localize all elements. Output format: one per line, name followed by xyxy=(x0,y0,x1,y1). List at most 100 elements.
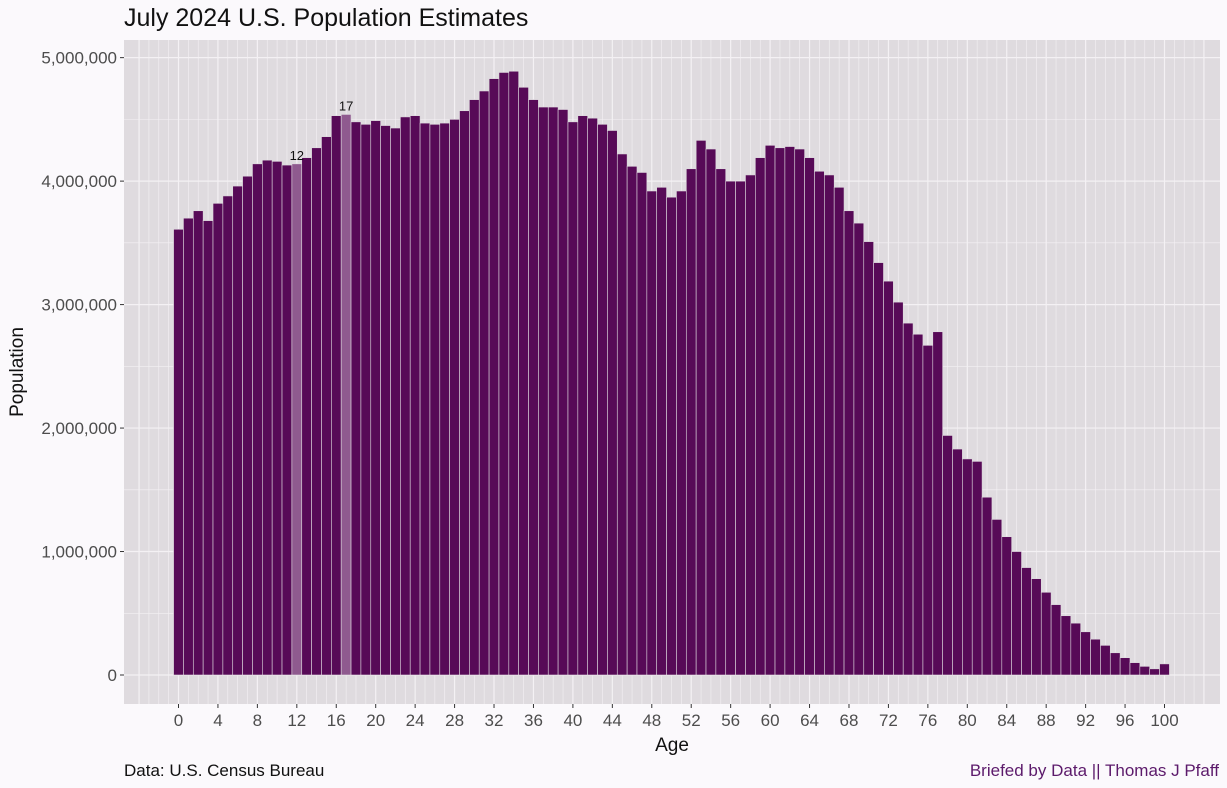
bar-age-93 xyxy=(1090,638,1101,676)
bar-age-19 xyxy=(360,124,372,676)
bar-age-10 xyxy=(271,161,283,676)
bar-age-85 xyxy=(1011,551,1022,676)
bar-age-1 xyxy=(183,217,194,676)
bar-age-16 xyxy=(331,115,342,676)
x-tick-label: 16 xyxy=(327,711,346,730)
bar-age-25 xyxy=(419,122,431,676)
bar-age-30 xyxy=(469,99,480,676)
x-tick-label: 40 xyxy=(563,711,582,730)
y-tick-label: 1,000,000 xyxy=(41,543,117,562)
bar-age-97 xyxy=(1129,662,1141,676)
bar-age-14 xyxy=(311,147,322,676)
credit-caption: Briefed by Data || Thomas J Pfaff xyxy=(969,761,1219,780)
bar-age-96 xyxy=(1119,657,1131,676)
bar-age-63 xyxy=(794,148,805,676)
x-tick-label: 60 xyxy=(761,711,780,730)
bar-age-48 xyxy=(646,190,658,676)
y-tick-label: 2,000,000 xyxy=(41,419,117,438)
bar-age-27 xyxy=(439,122,450,676)
x-tick-label: 68 xyxy=(840,711,859,730)
bar-age-91 xyxy=(1070,622,1081,676)
bar-age-58 xyxy=(745,174,756,676)
bar-age-68 xyxy=(843,210,855,676)
bar-age-78 xyxy=(942,435,953,676)
bar-age-32 xyxy=(488,78,500,676)
bar-age-67 xyxy=(833,186,845,676)
bar-age-62 xyxy=(784,146,796,676)
bar-age-90 xyxy=(1060,615,1072,676)
bar-age-29 xyxy=(459,110,470,676)
x-tick-label: 52 xyxy=(682,711,701,730)
bar-age-69 xyxy=(853,222,865,676)
bar-age-74 xyxy=(902,322,914,676)
bar-age-43 xyxy=(597,124,608,676)
x-tick-label: 88 xyxy=(1037,711,1056,730)
x-tick-label: 84 xyxy=(997,711,1016,730)
bar-age-76 xyxy=(922,345,934,676)
bar-age-24 xyxy=(409,115,421,676)
bar-age-71 xyxy=(873,262,884,676)
bar-age-9 xyxy=(262,159,273,676)
bar-age-73 xyxy=(893,301,904,676)
bar-age-60 xyxy=(764,145,776,676)
bar-age-56 xyxy=(725,180,736,676)
bar-age-88 xyxy=(1040,591,1052,676)
x-tick-label: 44 xyxy=(603,711,622,730)
bar-age-81 xyxy=(971,461,983,676)
bar-age-0 xyxy=(173,228,184,676)
bar-age-64 xyxy=(804,157,815,676)
bar-age-47 xyxy=(636,172,648,676)
bar-age-49 xyxy=(656,186,667,676)
y-tick-label: 0 xyxy=(108,666,117,685)
x-axis-title: Age xyxy=(655,735,689,756)
bar-age-54 xyxy=(705,148,717,676)
y-tick-label: 4,000,000 xyxy=(41,172,117,191)
bar-age-72 xyxy=(883,280,894,676)
bar-labels: 12 17 xyxy=(290,98,354,162)
bar-age-38 xyxy=(547,106,559,676)
bar-age-50 xyxy=(666,196,677,676)
x-tick-label: 56 xyxy=(721,711,740,730)
bar-age-37 xyxy=(538,106,549,676)
bar-age-61 xyxy=(774,147,786,676)
bar-age-55 xyxy=(715,168,727,676)
x-tick-label: 72 xyxy=(879,711,898,730)
bar-age-92 xyxy=(1080,631,1091,676)
bar-age-89 xyxy=(1050,604,1062,676)
bar-age-21 xyxy=(380,125,391,676)
bar-age-52 xyxy=(685,168,697,676)
bar-age-80 xyxy=(962,458,973,676)
bar-label-age-17: 17 xyxy=(339,98,353,113)
highlighted-bar-age-17 xyxy=(340,114,352,676)
bar-age-34 xyxy=(508,70,519,676)
bar-age-26 xyxy=(429,124,441,676)
bar-age-45 xyxy=(616,153,628,676)
x-tick-label: 28 xyxy=(445,711,464,730)
x-tick-label: 12 xyxy=(287,711,306,730)
y-tick-label: 3,000,000 xyxy=(41,296,117,315)
bar-age-8 xyxy=(252,163,263,676)
x-tick-label: 92 xyxy=(1076,711,1095,730)
bar-age-5 xyxy=(222,195,234,676)
x-axis-ticks: 0 4 8 12 16 20 24 28 32 36 40 44 48 52 56 60 64 68 72 76 80 8… xyxy=(174,704,1179,730)
bar-age-87 xyxy=(1031,578,1042,676)
bar-age-3 xyxy=(202,220,214,676)
bar-age-59 xyxy=(755,157,766,676)
x-tick-label: 48 xyxy=(642,711,661,730)
bar-age-2 xyxy=(192,210,204,676)
bar-age-40 xyxy=(567,121,579,676)
x-tick-label: 8 xyxy=(253,711,262,730)
x-tick-label: 80 xyxy=(958,711,977,730)
bar-age-15 xyxy=(321,136,332,676)
bar-age-36 xyxy=(528,99,539,676)
bar-age-22 xyxy=(390,127,401,676)
bar-age-100 xyxy=(1159,663,1170,676)
bar-label-age-12: 12 xyxy=(290,148,304,163)
bar-age-11 xyxy=(281,164,293,676)
y-axis-title: Population xyxy=(7,327,28,417)
bar-age-98 xyxy=(1139,666,1151,676)
x-tick-label: 32 xyxy=(485,711,504,730)
bar-age-7 xyxy=(242,175,253,676)
bars xyxy=(173,70,1170,676)
bar-age-4 xyxy=(212,203,224,676)
